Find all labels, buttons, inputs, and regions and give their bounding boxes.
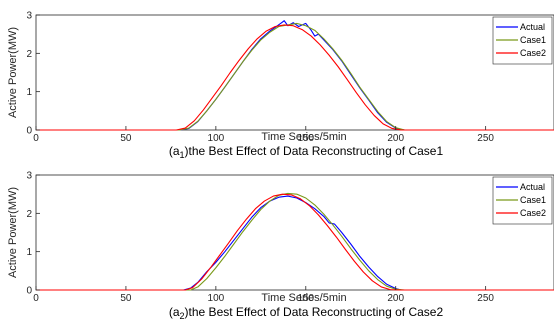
x-tick-label: 150: [297, 133, 314, 144]
legend-label-case1: Case1: [520, 35, 546, 45]
x-tick-label: 0: [33, 133, 39, 144]
series-line-case1: [36, 192, 554, 291]
series-layer: [36, 192, 554, 291]
series-line-case1: [36, 22, 554, 131]
x-tick-label: 200: [387, 133, 404, 144]
legend-label-actual: Actual: [520, 22, 545, 32]
x-axis-label: Time Series/5min: [261, 292, 346, 304]
chart-caption: (a2)the Best Effect of Data Reconstructi…: [169, 305, 444, 321]
tick-layer: 0 50 100 150 200 250 0 1 2 3: [26, 171, 494, 305]
chart-caption: (a1)the Best Effect of Data Reconstructi…: [169, 144, 444, 160]
legend-label-case1: Case1: [520, 195, 546, 205]
caption-subscript: 1: [180, 150, 185, 160]
caption-subscript: 2: [180, 311, 185, 321]
x-tick-label: 50: [120, 293, 132, 304]
y-tick-label: 3: [26, 171, 32, 182]
x-tick-label: 200: [387, 293, 404, 304]
x-tick-label: 0: [33, 293, 39, 304]
y-tick-label: 2: [26, 209, 32, 220]
plot-area: [35, 14, 554, 131]
series-line-case2: [36, 24, 554, 131]
chart-panel-a2: 0 50 100 150 200 250 0 1 2 3 Time Series/5min Act…: [7, 171, 554, 321]
legend-label-actual: Actual: [520, 182, 545, 192]
series-line-case2: [36, 193, 554, 291]
x-tick-label: 100: [208, 293, 225, 304]
y-axis-label: Active Power(MW): [7, 27, 19, 118]
x-tick-label: 250: [477, 293, 494, 304]
x-tick-label: 250: [477, 133, 494, 144]
plot-area: [35, 174, 554, 291]
y-tick-label: 1: [26, 87, 32, 98]
series-layer: [36, 20, 554, 131]
legend-label-case2: Case2: [520, 48, 546, 58]
y-tick-label: 3: [26, 11, 32, 22]
caption-suffix: )the Best Effect of Data Reconstructing …: [185, 144, 444, 158]
legend: Actual Case1 Case2: [492, 176, 553, 225]
x-tick-label: 150: [297, 293, 314, 304]
x-tick-label: 100: [208, 133, 225, 144]
y-tick-label: 0: [26, 126, 32, 137]
x-tick-label: 50: [120, 133, 132, 144]
legend-label-case2: Case2: [520, 208, 546, 218]
x-axis-label: Time Series/5min: [261, 131, 346, 143]
caption-prefix: (a: [169, 144, 180, 158]
series-line-actual: [36, 195, 554, 291]
caption-prefix: (a: [169, 305, 180, 319]
chart-panel-a1: 0 50 100 150 200 250 0 1 2 3 Time Series/5min Act…: [7, 11, 554, 160]
legend: Actual Case1 Case2: [492, 16, 553, 65]
tick-layer: 0 50 100 150 200 250 0 1 2 3: [26, 11, 494, 145]
y-axis-label: Active Power(MW): [7, 187, 19, 278]
y-tick-label: 2: [26, 49, 32, 60]
y-tick-label: 1: [26, 247, 32, 258]
caption-suffix: )the Best Effect of Data Reconstructing …: [185, 305, 444, 319]
y-tick-label: 0: [26, 286, 32, 297]
